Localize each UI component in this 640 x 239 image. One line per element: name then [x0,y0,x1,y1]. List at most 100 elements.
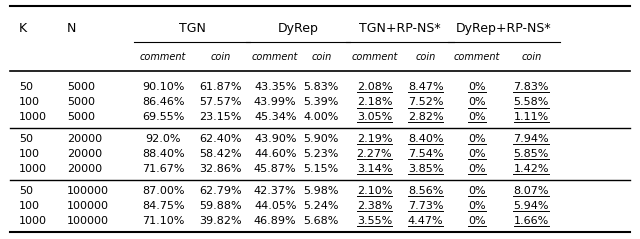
Text: comment: comment [454,52,500,62]
Text: 71.10%: 71.10% [142,216,184,226]
Text: 100000: 100000 [67,216,109,226]
Text: 23.15%: 23.15% [200,112,242,122]
Text: 0%: 0% [468,186,486,196]
Text: 8.07%: 8.07% [513,186,549,196]
Text: comment: comment [140,52,186,62]
Text: 100: 100 [19,149,40,159]
Text: 32.86%: 32.86% [200,164,242,174]
Text: 5.85%: 5.85% [513,149,549,159]
Text: 5.98%: 5.98% [303,186,339,196]
Text: 61.87%: 61.87% [200,82,242,92]
Text: 1000: 1000 [19,112,47,122]
Text: 71.67%: 71.67% [142,164,184,174]
Text: 100000: 100000 [67,201,109,211]
Text: 1.42%: 1.42% [513,164,549,174]
Text: 1.66%: 1.66% [513,216,549,226]
Text: 5.58%: 5.58% [513,97,549,107]
Text: 5.23%: 5.23% [303,149,339,159]
Text: 45.34%: 45.34% [254,112,296,122]
Text: 5.90%: 5.90% [303,134,339,144]
Text: 1.11%: 1.11% [513,112,549,122]
Text: 44.60%: 44.60% [254,149,296,159]
Text: coin: coin [211,52,231,62]
Text: DyRep+RP-NS*: DyRep+RP-NS* [456,22,552,35]
Text: K: K [19,22,28,35]
Text: 0%: 0% [468,112,486,122]
Text: 0%: 0% [468,82,486,92]
Text: 2.27%: 2.27% [356,149,392,159]
Text: 43.99%: 43.99% [254,97,296,107]
Text: 45.87%: 45.87% [254,164,296,174]
Text: 7.73%: 7.73% [408,201,444,211]
Text: 46.89%: 46.89% [254,216,296,226]
Text: 5.68%: 5.68% [303,216,339,226]
Text: 100: 100 [19,97,40,107]
Text: 7.94%: 7.94% [513,134,549,144]
Text: 69.55%: 69.55% [142,112,184,122]
Text: 0%: 0% [468,201,486,211]
Text: 100000: 100000 [67,186,109,196]
Text: 100: 100 [19,201,40,211]
Text: N: N [67,22,77,35]
Text: 0%: 0% [468,149,486,159]
Text: 5.83%: 5.83% [303,82,339,92]
Text: comment: comment [252,52,298,62]
Text: 43.90%: 43.90% [254,134,296,144]
Text: 42.37%: 42.37% [254,186,296,196]
Text: 3.85%: 3.85% [408,164,444,174]
Text: 4.00%: 4.00% [303,112,339,122]
Text: 20000: 20000 [67,134,102,144]
Text: 20000: 20000 [67,164,102,174]
Text: 7.83%: 7.83% [513,82,549,92]
Text: TGN: TGN [179,22,205,35]
Text: 2.82%: 2.82% [408,112,444,122]
Text: 86.46%: 86.46% [142,97,184,107]
Text: 62.40%: 62.40% [200,134,242,144]
Text: 44.05%: 44.05% [254,201,296,211]
Text: 50: 50 [19,134,33,144]
Text: 92.0%: 92.0% [145,134,181,144]
Text: TGN+RP-NS*: TGN+RP-NS* [359,22,441,35]
Text: comment: comment [351,52,397,62]
Text: 8.40%: 8.40% [408,134,444,144]
Text: 1000: 1000 [19,216,47,226]
Text: 0%: 0% [468,97,486,107]
Text: 5.24%: 5.24% [303,201,339,211]
Text: DyRep: DyRep [278,22,319,35]
Text: 5.15%: 5.15% [303,164,339,174]
Text: coin: coin [311,52,332,62]
Text: 87.00%: 87.00% [142,186,184,196]
Text: 0%: 0% [468,164,486,174]
Text: 3.55%: 3.55% [356,216,392,226]
Text: 57.57%: 57.57% [200,97,242,107]
Text: 5.94%: 5.94% [513,201,549,211]
Text: 20000: 20000 [67,149,102,159]
Text: 90.10%: 90.10% [142,82,184,92]
Text: 50: 50 [19,186,33,196]
Text: 39.82%: 39.82% [200,216,242,226]
Text: 5000: 5000 [67,82,95,92]
Text: 5.39%: 5.39% [303,97,339,107]
Text: 2.38%: 2.38% [356,201,392,211]
Text: 2.19%: 2.19% [356,134,392,144]
Text: 43.35%: 43.35% [254,82,296,92]
Text: 2.10%: 2.10% [356,186,392,196]
Text: 88.40%: 88.40% [142,149,184,159]
Text: 7.52%: 7.52% [408,97,444,107]
Text: 58.42%: 58.42% [200,149,242,159]
Text: 3.05%: 3.05% [356,112,392,122]
Text: 8.47%: 8.47% [408,82,444,92]
Text: 8.56%: 8.56% [408,186,444,196]
Text: 50: 50 [19,82,33,92]
Text: 84.75%: 84.75% [142,201,184,211]
Text: 0%: 0% [468,216,486,226]
Text: 2.08%: 2.08% [356,82,392,92]
Text: 5000: 5000 [67,112,95,122]
Text: 7.54%: 7.54% [408,149,444,159]
Text: coin: coin [521,52,541,62]
Text: 62.79%: 62.79% [200,186,242,196]
Text: 1000: 1000 [19,164,47,174]
Text: 2.18%: 2.18% [356,97,392,107]
Text: 59.88%: 59.88% [200,201,242,211]
Text: 0%: 0% [468,134,486,144]
